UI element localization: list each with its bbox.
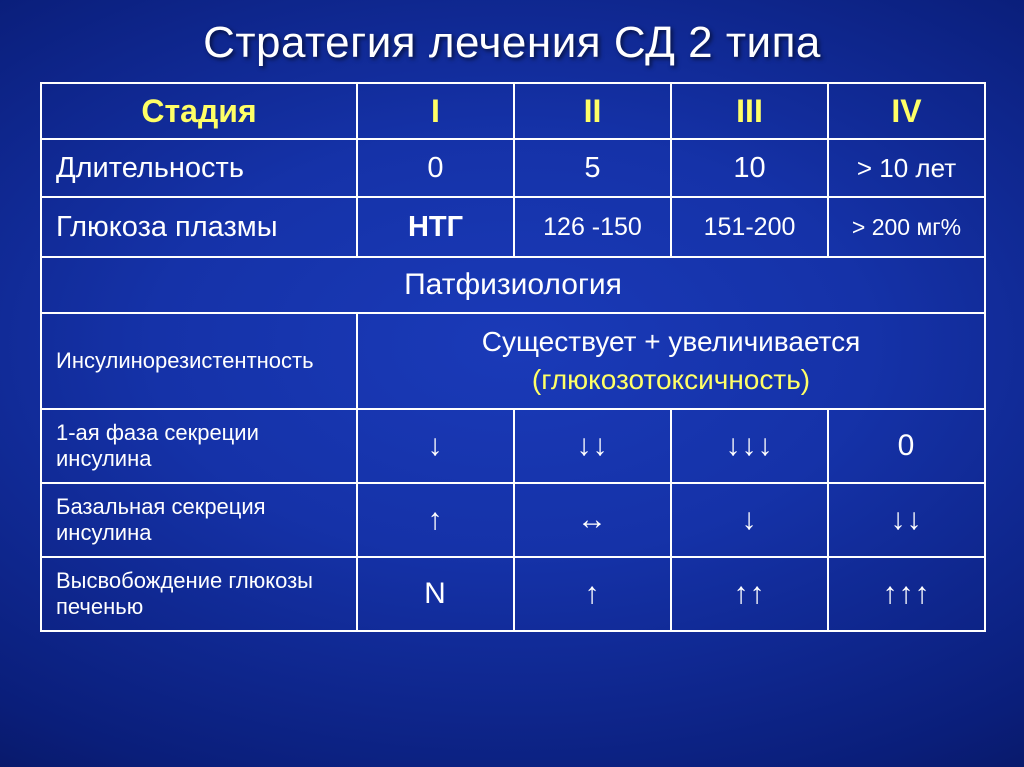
glucose-val: НТГ (357, 197, 514, 257)
ir-label: Инсулинорезистентность (41, 313, 357, 409)
ir-value: Существует + увеличивается (глюкозотокси… (357, 313, 985, 409)
header-col: III (671, 83, 828, 139)
duration-val: 0 (357, 139, 514, 197)
liver-val: ↑↑↑ (828, 557, 985, 631)
table-row: Патфизиология (41, 257, 985, 313)
glucose-val: 151-200 (671, 197, 828, 257)
table-row: Базальная секреция инсулина ↑ ↔ ↓ ↓↓ (41, 483, 985, 557)
basal-val: ↓↓ (828, 483, 985, 557)
duration-label: Длительность (41, 139, 357, 197)
phase1-val: 0 (828, 409, 985, 483)
glucose-val: 126 -150 (514, 197, 671, 257)
duration-val: > 10 лет (828, 139, 985, 197)
liver-val: N (357, 557, 514, 631)
phase1-label: 1-ая фаза секреции инсулина (41, 409, 357, 483)
table-row: Стадия I II III IV (41, 83, 985, 139)
section-header: Патфизиология (41, 257, 985, 313)
liver-label: Высвобождение глюкозы печенью (41, 557, 357, 631)
header-label: Стадия (41, 83, 357, 139)
basal-val: ↑ (357, 483, 514, 557)
slide-title: Стратегия лечения СД 2 типа (40, 18, 984, 68)
table-row: Длительность 0 5 10 > 10 лет (41, 139, 985, 197)
liver-val: ↑↑ (671, 557, 828, 631)
header-col: II (514, 83, 671, 139)
liver-val: ↑ (514, 557, 671, 631)
header-col: IV (828, 83, 985, 139)
phase1-val: ↓ (357, 409, 514, 483)
glucose-label: Глюкоза плазмы (41, 197, 357, 257)
phase1-val: ↓↓↓ (671, 409, 828, 483)
basal-val: ↓ (671, 483, 828, 557)
table-row: 1-ая фаза секреции инсулина ↓ ↓↓ ↓↓↓ 0 (41, 409, 985, 483)
basal-val: ↔ (514, 483, 671, 557)
slide: Стратегия лечения СД 2 типа Стадия I II … (0, 0, 1024, 767)
glucose-val: > 200 мг% (828, 197, 985, 257)
table-row: Глюкоза плазмы НТГ 126 -150 151-200 > 20… (41, 197, 985, 257)
ir-line1: Существует + увеличивается (482, 326, 861, 357)
basal-label: Базальная секреция инсулина (41, 483, 357, 557)
duration-val: 5 (514, 139, 671, 197)
ir-line2: (глюкозотоксичность) (532, 364, 810, 395)
duration-val: 10 (671, 139, 828, 197)
table-row: Высвобождение глюкозы печенью N ↑ ↑↑ ↑↑↑ (41, 557, 985, 631)
phase1-val: ↓↓ (514, 409, 671, 483)
table-row: Инсулинорезистентность Существует + увел… (41, 313, 985, 409)
header-col: I (357, 83, 514, 139)
strategy-table: Стадия I II III IV Длительность 0 5 10 >… (40, 82, 986, 632)
